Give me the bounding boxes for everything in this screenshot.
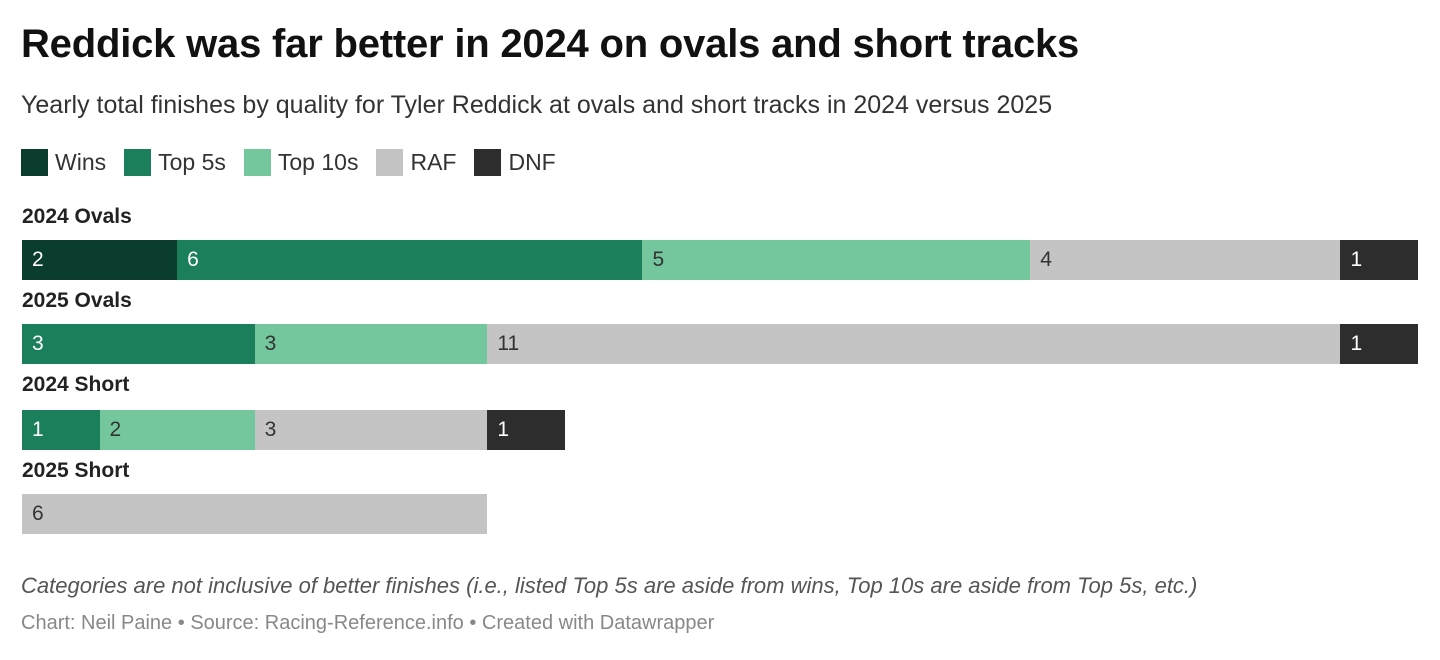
bar-segment: 2: [99, 410, 255, 450]
bar-segment: 5: [642, 240, 1031, 280]
legend-swatch-top10s: [243, 148, 271, 176]
legend-swatch-top5s: [124, 148, 152, 176]
chart-title: Reddick was far better in 2024 on ovals …: [21, 22, 1080, 66]
bar-segment: 6: [22, 494, 488, 534]
chart-credit: Chart: Neil Paine: [21, 612, 173, 634]
bar-segment: 1: [22, 410, 100, 450]
bar-value-label: 3: [32, 332, 44, 355]
legend-item-top5s: Top 5s: [124, 148, 226, 176]
legend-item-wins: Wins: [21, 148, 107, 176]
legend: Wins Top 5s Top 10s RAF DNF: [21, 148, 574, 176]
legend-label-top5s: Top 5s: [158, 148, 226, 175]
bar-segment: 1: [487, 410, 565, 450]
legend-swatch-wins: [21, 148, 48, 176]
bar-value-label: 6: [32, 502, 44, 525]
bar-value-label: 1: [32, 418, 44, 441]
bar-segment: 11: [487, 324, 1341, 364]
row-label: 2025 Ovals: [22, 289, 132, 312]
footer-separator: •: [172, 612, 191, 634]
chart-footer: Chart: Neil Paine • Source: Racing-Refer…: [21, 612, 714, 635]
legend-item-raf: RAF: [376, 148, 457, 176]
bar-value-label: 1: [497, 418, 510, 441]
bar-segment: 1: [1340, 324, 1418, 364]
row-label: 2025 Short: [22, 459, 130, 482]
row-label: 2024 Ovals: [22, 205, 132, 228]
bar-value-label: 5: [652, 248, 665, 271]
legend-label-wins: Wins: [55, 148, 107, 175]
row-label: 2024 Short: [22, 373, 130, 396]
bar-segment: 6: [177, 240, 643, 280]
legend-swatch-dnf: [474, 148, 502, 176]
bar-segment: 4: [1030, 240, 1341, 280]
chart-notes: Categories are not inclusive of better f…: [21, 573, 1198, 598]
footer-separator: •: [463, 612, 482, 634]
legend-label-top10s: Top 10s: [277, 148, 359, 175]
bar-segment: 3: [254, 324, 488, 364]
legend-label-dnf: DNF: [508, 148, 556, 175]
bar-segment: 3: [254, 410, 488, 450]
bar-value-label: 3: [264, 332, 277, 355]
bar-value-label: 11: [497, 332, 520, 355]
chart-subtitle: Yearly total finishes by quality for Tyl…: [21, 91, 1053, 119]
bar-value-label: 1: [1350, 248, 1363, 271]
bar-segment: 2: [22, 240, 178, 280]
legend-label-raf: RAF: [410, 148, 457, 175]
bar-value-label: 2: [32, 248, 44, 271]
bar-segment: 1: [1340, 240, 1418, 280]
legend-item-dnf: DNF: [474, 148, 556, 176]
bar-segment: 3: [22, 324, 255, 364]
bar-value-label: 4: [1040, 248, 1052, 271]
legend-item-top10s: Top 10s: [243, 148, 359, 176]
bar-value-label: 3: [264, 418, 277, 441]
bar-value-label: 1: [1350, 332, 1363, 355]
stacked-bar-chart: 2024 Ovals 2 6 5 4 1 2025 Ovals 3 3 11 1 2024 Short…: [22, 205, 1418, 534]
bar-value-label: 2: [109, 418, 122, 441]
bar-value-label: 6: [187, 248, 199, 271]
legend-swatch-raf: [376, 148, 404, 176]
source-credit: Source: Racing-Reference.info: [190, 612, 464, 634]
tool-credit: Created with Datawrapper: [481, 612, 715, 634]
